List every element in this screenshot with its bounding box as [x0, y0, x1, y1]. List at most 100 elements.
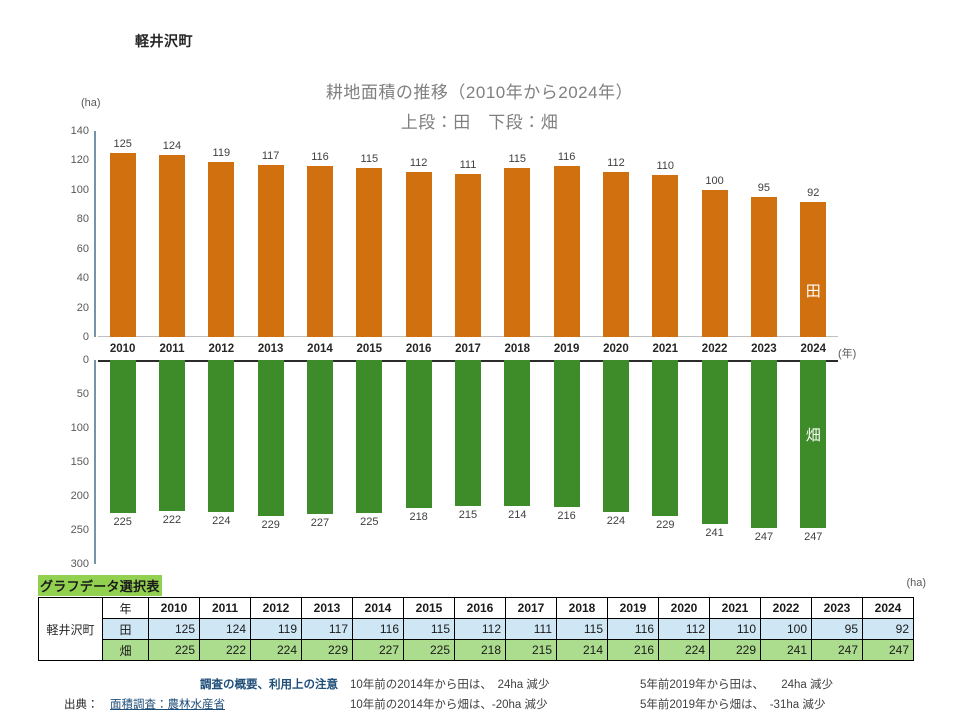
table-cell-畑-2019[interactable]: 216 [607, 639, 659, 661]
table-cell-田-2010[interactable]: 125 [148, 618, 200, 640]
bar-2013[interactable]: 229 [257, 360, 284, 531]
bar-slot: 110 [641, 131, 690, 337]
table-cell-畑-2022[interactable]: 241 [760, 639, 812, 661]
bar-2024[interactable]: 247 畑 [800, 360, 827, 543]
bar-2012[interactable]: 119 [208, 147, 235, 337]
bar-2012[interactable]: 224 [208, 360, 235, 527]
series-glyph-ta: 田 [805, 283, 821, 301]
bar-2018[interactable]: 214 [504, 360, 531, 521]
bar-2018[interactable]: 115 [504, 153, 531, 337]
bar-2013[interactable]: 117 [257, 150, 284, 337]
bar-2020[interactable]: 112 [602, 157, 629, 337]
bar-2023[interactable]: 247 [750, 360, 777, 543]
table-cell-畑-2011[interactable]: 222 [199, 639, 251, 661]
survey-outline-link[interactable]: 調査の概要、利用上の注意 [200, 679, 338, 691]
year-label-2014: 2014 [307, 343, 333, 355]
table-cell-田-2016[interactable]: 112 [454, 618, 506, 640]
table-col-header-2018: 2018 [556, 597, 608, 619]
table-cell-畑-2013[interactable]: 229 [301, 639, 353, 661]
bar-value-label: 110 [656, 160, 675, 173]
bar-2021[interactable]: 110 [652, 160, 679, 337]
bar-value-label: 214 [508, 508, 527, 521]
year-label-2017: 2017 [455, 343, 481, 355]
graph-data-table[interactable]: 軽井沢町年 2010 2011 2012 2013 2014 2015 2016 2017 201… [38, 597, 914, 661]
table-cell-畑-2017[interactable]: 215 [505, 639, 557, 661]
table-corner-municipality: 軽井沢町 [38, 597, 103, 661]
x-axis-unit-label: (年) [838, 348, 857, 360]
bar-slot: 227 [295, 360, 344, 564]
footnote-2-note-a: 10年前の2014年から畑は、-20ha 減少 [350, 699, 548, 711]
y-tick-label: 0 [82, 331, 89, 343]
bar-2021[interactable]: 229 [652, 360, 679, 531]
bar-2023[interactable]: 95 [750, 182, 777, 337]
bar-2022[interactable]: 241 [701, 360, 728, 539]
bar-2017[interactable]: 111 [454, 159, 481, 337]
table-cell-田-2023[interactable]: 95 [811, 618, 863, 640]
bar-slot: 116 [295, 131, 344, 337]
table-cell-田-2017[interactable]: 111 [505, 618, 557, 640]
bar-slot: 229 [641, 360, 690, 564]
bar-value-label: 112 [607, 157, 625, 170]
bar-slot: 225 [345, 360, 394, 564]
bar-value-label: 125 [113, 138, 132, 151]
table-row[interactable]: 田 125 124 119 117 116 115 112 111 115 116 112 110 100… [39, 618, 914, 640]
table-cell-畑-2018[interactable]: 214 [556, 639, 608, 661]
table-cell-畑-2012[interactable]: 224 [250, 639, 302, 661]
table-cell-田-2018[interactable]: 115 [556, 618, 608, 640]
table-cell-畑-2023[interactable]: 247 [811, 639, 863, 661]
chart-lower-hata: 0 50 100 150 200 250 300 225 222 224 229 227 225 218… [71, 354, 838, 570]
bar-2014[interactable]: 116 [306, 151, 333, 337]
y-tick-label: 200 [70, 490, 89, 502]
table-cell-畑-2015[interactable]: 225 [403, 639, 455, 661]
bar-2017[interactable]: 215 [454, 360, 481, 521]
bar-2015[interactable]: 225 [356, 360, 383, 528]
source-link[interactable]: 面積調査：農林水産省 [110, 699, 225, 711]
table-cell-畑-2010[interactable]: 225 [148, 639, 200, 661]
bar-2014[interactable]: 227 [306, 360, 333, 529]
bar-2019[interactable]: 216 [553, 360, 580, 522]
table-cell-田-2019[interactable]: 116 [607, 618, 659, 640]
table-row[interactable]: 畑 225 222 224 229 227 225 218 215 214 216 224 229 241… [39, 639, 914, 661]
table-cell-田-2014[interactable]: 116 [352, 618, 404, 640]
table-col-header-2019: 2019 [607, 597, 659, 619]
bar-2011[interactable]: 222 [158, 360, 185, 526]
bar-2022[interactable]: 100 [701, 175, 728, 337]
bar-2010[interactable]: 125 [109, 138, 136, 337]
table-cell-田-2015[interactable]: 115 [403, 618, 455, 640]
bar-2010[interactable]: 225 [109, 360, 136, 528]
table-cell-畑-2021[interactable]: 229 [709, 639, 761, 661]
bar-2016[interactable]: 112 [405, 157, 432, 337]
table-cell-田-2012[interactable]: 119 [250, 618, 302, 640]
bar-group-ta: 125 124 119 117 116 115 112 111 115 116 112 110 100 9… [98, 131, 838, 337]
bar-2011[interactable]: 124 [158, 140, 185, 337]
table-cell-田-2013[interactable]: 117 [301, 618, 353, 640]
y-axis-line-lower [94, 360, 96, 564]
table-cell-畑-2016[interactable]: 218 [454, 639, 506, 661]
year-label-2021: 2021 [652, 343, 679, 355]
bar-2016[interactable]: 218 [405, 360, 432, 523]
table-cell-田-2011[interactable]: 124 [199, 618, 251, 640]
table-cell-田-2022[interactable]: 100 [760, 618, 812, 640]
bar-group-hata: 225 222 224 229 227 225 218 215 214 216 224 229 241 2… [98, 360, 838, 564]
bar-2020[interactable]: 224 [602, 360, 629, 527]
bar-2015[interactable]: 115 [356, 153, 383, 337]
year-label-2010: 2010 [109, 343, 136, 355]
bar-slot: 224 [591, 360, 640, 564]
bar-slot: 229 [246, 360, 295, 564]
bar-value-label: 216 [557, 509, 576, 522]
table-year-header: 年 [102, 597, 149, 619]
table-cell-田-2021[interactable]: 110 [709, 618, 761, 640]
table-col-header-2015: 2015 [403, 597, 455, 619]
bar-2024[interactable]: 92 田 [800, 187, 827, 337]
table-cell-田-2020[interactable]: 112 [658, 618, 710, 640]
table-cell-畑-2024[interactable]: 247 [862, 639, 914, 661]
bar-slot: 119 [197, 131, 246, 337]
table-cell-田-2024[interactable]: 92 [862, 618, 914, 640]
bar-2019[interactable]: 116 [553, 151, 580, 337]
y-tick-label: 100 [70, 422, 89, 434]
bar-value-label: 227 [310, 517, 330, 530]
table-cell-畑-2014[interactable]: 227 [352, 639, 404, 661]
table-col-header-2012: 2012 [250, 597, 302, 619]
bar-value-label: 117 [261, 149, 280, 162]
table-cell-畑-2020[interactable]: 224 [658, 639, 710, 661]
